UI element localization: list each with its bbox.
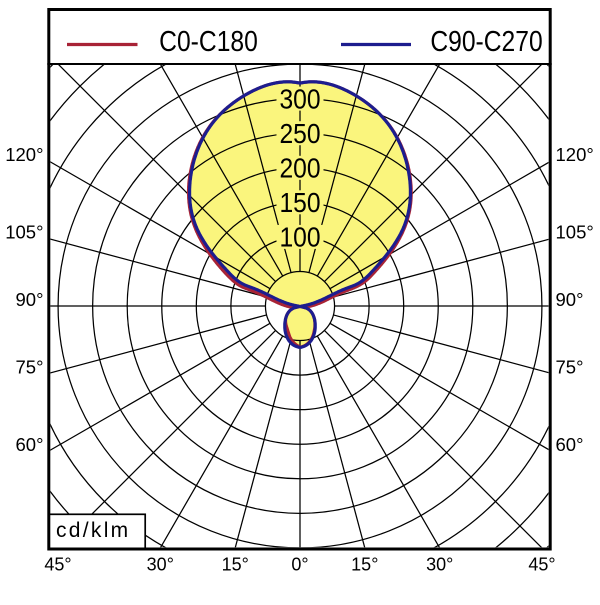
svg-text:30°: 30° <box>426 555 453 575</box>
svg-text:90°: 90° <box>556 289 584 310</box>
svg-text:250: 250 <box>279 118 320 150</box>
svg-text:120°: 120° <box>5 144 43 165</box>
svg-text:100: 100 <box>279 221 320 253</box>
svg-text:200: 200 <box>279 152 320 184</box>
svg-text:120°: 120° <box>556 144 594 165</box>
svg-text:45°: 45° <box>44 555 71 575</box>
svg-text:90°: 90° <box>16 289 44 310</box>
svg-text:300: 300 <box>279 83 320 115</box>
svg-text:75°: 75° <box>16 356 44 377</box>
svg-text:0°: 0° <box>291 555 308 575</box>
svg-text:15°: 15° <box>222 555 249 575</box>
svg-text:150: 150 <box>279 187 320 219</box>
svg-text:C0-C180: C0-C180 <box>159 25 258 57</box>
svg-text:105°: 105° <box>556 222 594 243</box>
svg-text:60°: 60° <box>16 434 44 455</box>
svg-text:105°: 105° <box>5 222 43 243</box>
svg-text:15°: 15° <box>351 555 378 575</box>
svg-text:45°: 45° <box>528 555 555 575</box>
svg-text:cd/klm: cd/klm <box>56 519 130 542</box>
svg-text:60°: 60° <box>556 434 584 455</box>
svg-text:30°: 30° <box>147 555 174 575</box>
svg-text:75°: 75° <box>556 356 584 377</box>
svg-text:C90-C270: C90-C270 <box>430 25 542 57</box>
